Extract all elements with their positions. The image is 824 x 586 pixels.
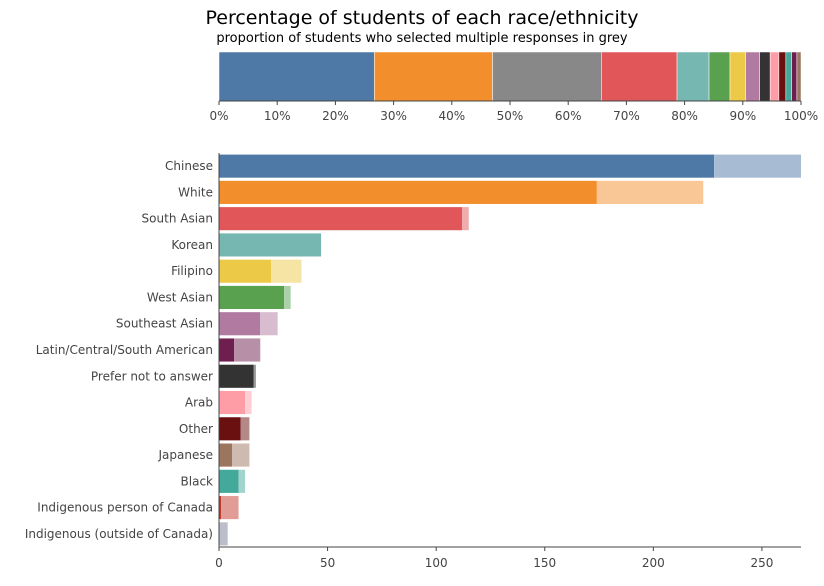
bar-single-12 xyxy=(219,469,239,493)
bar-single-4 xyxy=(219,259,272,283)
count-bar-chart: Chinese White South Asian Korean Filipino Wes… xyxy=(25,153,801,570)
top-x-tick-label: 0% xyxy=(209,109,228,123)
bar-single-9 xyxy=(219,390,246,415)
chart-title: Percentage of students of each race/ethn… xyxy=(205,7,639,29)
top-segment-2 xyxy=(492,51,602,102)
percentage-stacked-bar: 0% 10% 20% 30% 40% 50% 60% 70% 80% 90% 100% xyxy=(209,51,818,123)
bar-multiple-12 xyxy=(238,469,246,493)
category-label-11: Japanese xyxy=(158,448,214,462)
x-tick-label: 100 xyxy=(425,556,448,570)
top-x-tick-label: 100% xyxy=(784,109,818,123)
bar-multiple-4 xyxy=(271,259,302,283)
bar-multiple-7 xyxy=(234,338,261,362)
bar-multiple-2 xyxy=(462,207,469,231)
category-label-3: Korean xyxy=(171,238,213,252)
bar-single-6 xyxy=(219,312,261,336)
top-segment-4 xyxy=(676,51,710,102)
top-segment-0 xyxy=(218,51,375,102)
x-tick-label: 50 xyxy=(320,556,335,570)
chart-subtitle: proportion of students who selected mult… xyxy=(216,31,628,46)
bar-single-11 xyxy=(219,443,233,467)
category-label-1: White xyxy=(178,185,213,199)
bar-single-7 xyxy=(219,338,235,362)
category-label-7: Latin/Central/South American xyxy=(36,343,213,357)
category-label-10: Other xyxy=(179,422,213,436)
x-tick-label: 0 xyxy=(215,556,223,570)
category-label-13: Indigenous person of Canada xyxy=(37,501,213,515)
bar-single-10 xyxy=(219,417,241,441)
bar-multiple-8 xyxy=(253,364,256,388)
top-x-tick-label: 50% xyxy=(497,109,524,123)
top-segment-11 xyxy=(785,51,792,102)
bar-multiple-6 xyxy=(260,312,278,336)
bar-multiple-1 xyxy=(596,180,704,204)
bar-multiple-13 xyxy=(221,496,239,520)
top-x-tick-label: 10% xyxy=(264,109,291,123)
top-segment-10 xyxy=(778,51,787,102)
top-segment-6 xyxy=(729,51,746,102)
top-x-tick-label: 80% xyxy=(671,109,698,123)
top-x-tick-label: 60% xyxy=(555,109,582,123)
category-label-5: West Asian xyxy=(147,290,213,304)
top-segment-8 xyxy=(759,51,771,102)
bar-single-2 xyxy=(219,207,463,231)
bar-multiple-10 xyxy=(240,417,250,441)
bar-multiple-0 xyxy=(714,154,801,178)
top-segment-3 xyxy=(601,51,678,102)
top-x-tick-label: 20% xyxy=(322,109,349,123)
top-segment-13 xyxy=(796,51,802,102)
category-label-14: Indigenous (outside of Canada) xyxy=(25,527,213,541)
top-x-tick-label: 30% xyxy=(380,109,407,123)
category-label-0: Chinese xyxy=(165,159,213,173)
category-label-9: Arab xyxy=(185,396,213,410)
bar-single-5 xyxy=(219,285,285,310)
category-label-4: Filipino xyxy=(171,264,213,278)
x-tick-label: 200 xyxy=(642,556,665,570)
top-segment-5 xyxy=(708,51,731,102)
bar-single-1 xyxy=(219,180,597,204)
category-label-8: Prefer not to answer xyxy=(91,369,213,383)
bar-multiple-9 xyxy=(245,390,252,415)
bar-single-13 xyxy=(219,496,222,520)
bar-multiple-14 xyxy=(219,522,228,546)
top-segment-1 xyxy=(374,51,493,102)
bar-multiple-11 xyxy=(232,443,250,467)
x-tick-label: 150 xyxy=(533,556,556,570)
top-x-tick-label: 70% xyxy=(613,109,640,123)
top-segment-12 xyxy=(791,51,798,102)
category-label-12: Black xyxy=(181,474,214,488)
top-segment-9 xyxy=(769,51,780,102)
bar-single-0 xyxy=(219,154,715,178)
top-segment-7 xyxy=(745,51,760,102)
bar-single-3 xyxy=(219,233,322,257)
top-x-tick-label: 40% xyxy=(438,109,465,123)
bar-multiple-5 xyxy=(284,285,291,310)
category-label-2: South Asian xyxy=(142,212,213,226)
category-label-6: Southeast Asian xyxy=(116,317,213,331)
top-x-tick-label: 90% xyxy=(729,109,756,123)
x-tick-label: 250 xyxy=(750,556,773,570)
bar-single-8 xyxy=(219,364,254,388)
